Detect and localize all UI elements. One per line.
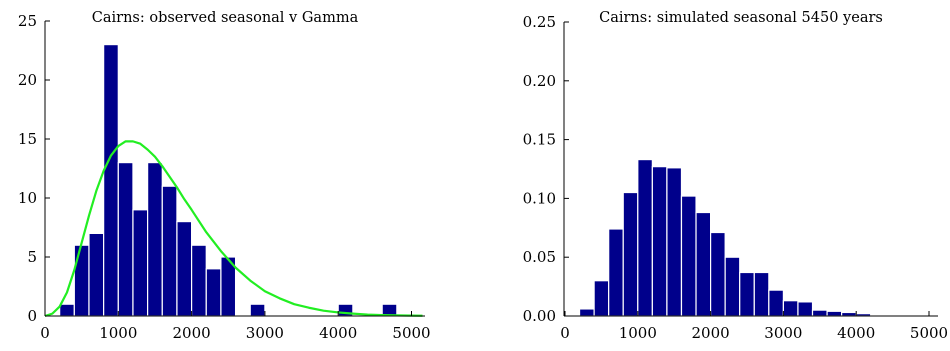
axes-group: 0.00 0.05 0.10 0.15 0.20 0.25 0 1000 2000 3000 400…: [523, 13, 949, 342]
histogram-bar: [88, 232, 105, 317]
histogram-bar: [578, 308, 595, 317]
x-tick-label: 5000: [910, 324, 948, 342]
histogram-bar: [622, 191, 639, 317]
histogram-bar: [666, 167, 683, 317]
y-tick-label: 0.15: [523, 131, 556, 149]
histogram-bar: [249, 303, 266, 317]
histogram-bar: [709, 231, 726, 317]
x-tick-label: 0: [560, 324, 570, 342]
histogram-bar: [593, 280, 610, 317]
chart-title: Cairns: observed seasonal v Gamma: [92, 10, 359, 26]
histogram-bar: [826, 310, 843, 317]
y-tick-label: 0.05: [523, 248, 556, 266]
histogram-bar: [739, 271, 755, 317]
histogram-bar: [797, 301, 814, 317]
x-tick-label: 3000: [246, 324, 284, 342]
histogram-bar: [768, 289, 785, 317]
histogram-bar: [608, 228, 624, 317]
y-tick-label: 0.25: [523, 13, 556, 31]
histogram-bar: [73, 244, 90, 317]
x-tick-label: 3000: [764, 324, 802, 342]
x-tick-label: 2000: [173, 324, 211, 342]
histogram-bar: [724, 256, 741, 317]
x-tick-label: 4000: [319, 324, 357, 342]
histogram-bar: [103, 43, 119, 317]
y-tick-label: 0.10: [523, 189, 556, 207]
y-tick-label: 20: [18, 71, 37, 89]
histogram-bar: [191, 244, 207, 317]
x-tick-label: 0: [40, 324, 50, 342]
x-tick-label: 4000: [837, 324, 875, 342]
y-tick-label: 0.00: [523, 307, 556, 325]
bars-group: [578, 158, 916, 317]
x-tick-label: 5000: [392, 324, 430, 342]
y-tick-label: 0: [27, 307, 37, 325]
y-tick-label: 5: [27, 248, 37, 266]
histogram-bar: [176, 221, 193, 317]
histogram-bar: [811, 309, 828, 317]
histogram-bar: [841, 311, 857, 317]
histogram-bar: [753, 271, 770, 317]
x-tick-label: 2000: [692, 324, 730, 342]
histogram-bar: [132, 209, 149, 317]
histogram-bar: [680, 195, 697, 317]
axes-group: 0 5 10 15 20 25 0 1000 2000 3000 4000 5000: [18, 12, 431, 342]
histogram-bar: [651, 166, 668, 317]
histogram-bar: [695, 211, 712, 317]
x-tick-label: 1000: [619, 324, 657, 342]
histogram-bar: [782, 300, 799, 317]
y-tick-label: 15: [18, 130, 37, 148]
y-tick-label: 10: [18, 189, 37, 207]
y-tick-label: 0.20: [523, 72, 556, 90]
bars-group: [59, 43, 398, 317]
histogram-bar: [59, 303, 75, 317]
histogram-bar: [117, 162, 134, 317]
histogram-bar: [637, 158, 653, 317]
histogram-bar: [205, 268, 222, 317]
observed-histogram-panel: Cairns: observed seasonal v Gamma 0 5 10 15…: [18, 10, 431, 342]
histogram-bar: [161, 185, 178, 317]
histogram-bar: [147, 162, 163, 317]
y-tick-label: 25: [18, 12, 37, 30]
x-tick-label: 1000: [99, 324, 137, 342]
simulated-histogram-panel: Cairns: simulated seasonal 5450 years 0.…: [523, 10, 949, 342]
chart-title: Cairns: simulated seasonal 5450 years: [599, 10, 883, 26]
